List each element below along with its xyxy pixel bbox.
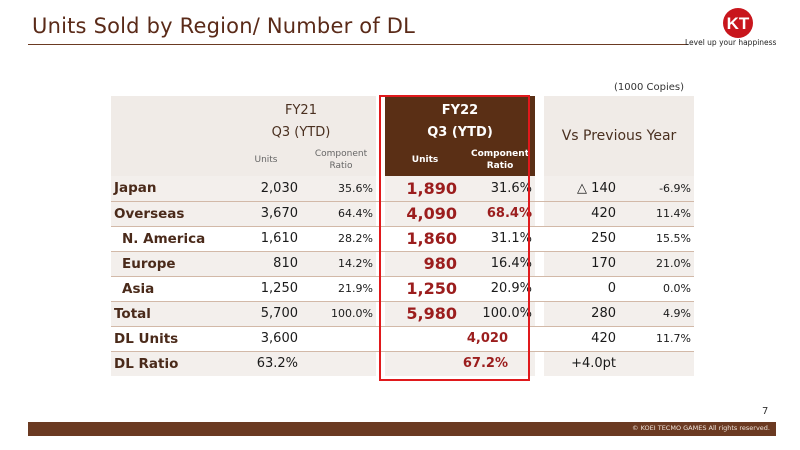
- header-fy21: FY21 Q3 (YTD): [226, 96, 376, 144]
- vs-units-cell: 420: [544, 326, 624, 352]
- fy21-units-cell: 1,250: [226, 276, 306, 302]
- table-row: Overseas 3,670 64.4% 4,090 68.4% 420 11.4%: [111, 201, 694, 227]
- fy22-units-cell: 4,020: [385, 326, 535, 352]
- fy21-ratio-cell: 64.4%: [306, 201, 376, 227]
- vs-ratio-cell: 11.7%: [624, 326, 694, 352]
- table-row: Japan 2,030 35.6% 1,890 31.6% △ 140 -6.9%: [111, 176, 694, 202]
- fy22-ratio-cell: 20.9%: [465, 276, 535, 302]
- fy21-ratio-cell: 14.2%: [306, 251, 376, 277]
- table-row: DL Ratio 63.2% 67.2% +4.0pt: [111, 351, 694, 376]
- row-label: Overseas: [111, 201, 226, 227]
- fy21-ratio-cell: [306, 351, 376, 376]
- row-label: Asia: [111, 276, 226, 302]
- fy22-units-cell: 67.2%: [385, 351, 535, 376]
- fy22-units-cell: 5,980: [385, 301, 465, 327]
- fy21-units-cell: 2,030: [226, 176, 306, 202]
- fy22-ratio-cell: 31.1%: [465, 226, 535, 252]
- header-fy22: FY22 Q3 (YTD): [385, 96, 535, 144]
- fy21-ratio-cell: 28.2%: [306, 226, 376, 252]
- fy21-units-cell: 3,670: [226, 201, 306, 227]
- fy21-units-cell: 810: [226, 251, 306, 277]
- fy21-ratio-cell: [306, 326, 376, 352]
- vs-units-cell: 420: [544, 201, 624, 227]
- units-sold-table: FY21 Q3 (YTD) FY22 Q3 (YTD) Vs Previous Ye…: [111, 96, 694, 376]
- fy21-units-cell: 5,700: [226, 301, 306, 327]
- subheader-units: Units: [226, 144, 306, 176]
- vs-units-cell: 170: [544, 251, 624, 277]
- fy21-ratio-cell: 100.0%: [306, 301, 376, 327]
- fy22-units-cell: 1,890: [385, 176, 465, 202]
- title-underline: [28, 44, 688, 45]
- table-row: N. America 1,610 28.2% 1,860 31.1% 250 15.5%: [111, 226, 694, 252]
- page-title: Units Sold by Region/ Number of DL: [32, 14, 416, 38]
- footer-bar: [28, 422, 776, 436]
- vs-units-cell: +4.0pt: [544, 351, 624, 376]
- fy22-ratio-cell: 68.4%: [465, 201, 535, 227]
- fy21-units-cell: 63.2%: [226, 351, 306, 376]
- fy22-ratio-cell: 16.4%: [465, 251, 535, 277]
- subheader-component-ratio: Component Ratio: [306, 144, 376, 176]
- vs-ratio-cell: 0.0%: [624, 276, 694, 302]
- vs-ratio-cell: 15.5%: [624, 226, 694, 252]
- vs-units-cell: △ 140: [544, 176, 624, 202]
- fy22-units-cell: 1,860: [385, 226, 465, 252]
- row-label: DL Units: [111, 326, 226, 352]
- vs-ratio-cell: 21.0%: [624, 251, 694, 277]
- logo-tagline: Level up your happiness: [685, 38, 777, 47]
- fy22-ratio-cell: 100.0%: [465, 301, 535, 327]
- fy22-units-cell: 1,250: [385, 276, 465, 302]
- row-label: Europe: [111, 251, 226, 277]
- table-row: DL Units 3,600 4,020 420 11.7%: [111, 326, 694, 352]
- row-label: DL Ratio: [111, 351, 226, 376]
- koei-tecmo-logo: KT: [723, 8, 753, 38]
- fy22-ratio-cell: 31.6%: [465, 176, 535, 202]
- row-label: N. America: [111, 226, 226, 252]
- page-number: 7: [762, 406, 769, 417]
- table-row: Total 5,700 100.0% 5,980 100.0% 280 4.9%: [111, 301, 694, 327]
- table-row: Europe 810 14.2% 980 16.4% 170 21.0%: [111, 251, 694, 277]
- vs-units-cell: 0: [544, 276, 624, 302]
- svg-text:KT: KT: [727, 14, 750, 33]
- fy21-units-cell: 3,600: [226, 326, 306, 352]
- subheader-units-fy22: Units: [385, 144, 465, 176]
- vs-ratio-cell: [624, 351, 694, 376]
- header-vs-previous-year: Vs Previous Year: [544, 96, 694, 176]
- header-corner: [111, 96, 226, 144]
- vs-units-cell: 250: [544, 226, 624, 252]
- fy22-units-cell: 980: [385, 251, 465, 277]
- row-label: Japan: [111, 176, 226, 202]
- fy21-ratio-cell: 35.6%: [306, 176, 376, 202]
- unit-note: (1000 Copies): [614, 82, 685, 93]
- fy21-units-cell: 1,610: [226, 226, 306, 252]
- row-label: Total: [111, 301, 226, 327]
- fy21-ratio-cell: 21.9%: [306, 276, 376, 302]
- table-row: Asia 1,250 21.9% 1,250 20.9% 0 0.0%: [111, 276, 694, 302]
- vs-units-cell: 280: [544, 301, 624, 327]
- copyright-notice: © KOEI TECMO GAMES All rights reserved.: [632, 424, 770, 432]
- subheader-component-ratio-fy22: Component Ratio: [465, 144, 535, 176]
- vs-ratio-cell: -6.9%: [624, 176, 694, 202]
- vs-ratio-cell: 11.4%: [624, 201, 694, 227]
- vs-ratio-cell: 4.9%: [624, 301, 694, 327]
- fy22-units-cell: 4,090: [385, 201, 465, 227]
